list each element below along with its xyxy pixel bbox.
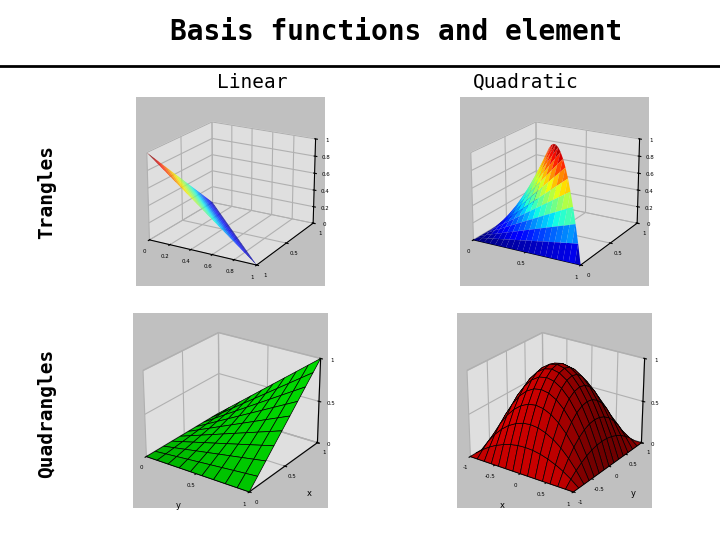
Text: Quadratic: Quadratic bbox=[473, 73, 578, 92]
Text: Basis functions and element: Basis functions and element bbox=[170, 18, 622, 46]
X-axis label: y: y bbox=[176, 501, 181, 510]
Text: Quadrangles: Quadrangles bbox=[37, 348, 56, 478]
Y-axis label: x: x bbox=[307, 489, 312, 498]
Y-axis label: y: y bbox=[631, 489, 636, 498]
Text: Linear: Linear bbox=[217, 73, 287, 92]
X-axis label: x: x bbox=[500, 501, 505, 510]
Text: Trangles: Trangles bbox=[37, 145, 56, 239]
